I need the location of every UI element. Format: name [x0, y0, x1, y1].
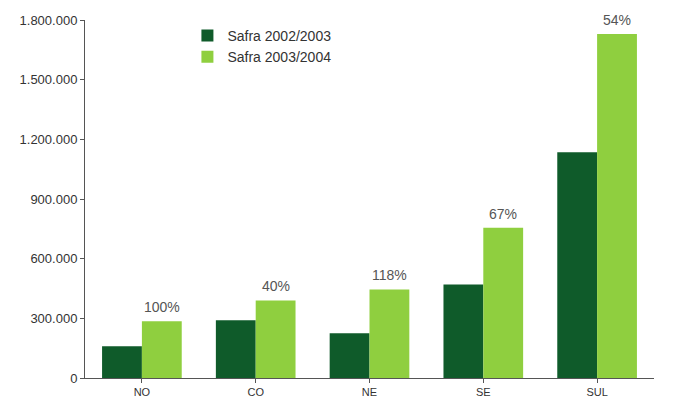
- svg-text:NO: NO: [134, 386, 151, 398]
- svg-text:600.000: 600.000: [30, 251, 77, 266]
- svg-text:1.500.000: 1.500.000: [20, 72, 78, 87]
- svg-text:Safra 2003/2004: Safra 2003/2004: [227, 49, 331, 65]
- svg-text:SUL: SUL: [586, 386, 607, 398]
- svg-text:100%: 100%: [144, 299, 180, 315]
- svg-text:118%: 118%: [372, 267, 407, 283]
- svg-text:1.800.000: 1.800.000: [20, 13, 78, 28]
- svg-text:54%: 54%: [603, 12, 631, 28]
- svg-text:Safra 2002/2003: Safra 2002/2003: [227, 28, 331, 44]
- svg-text:900.000: 900.000: [30, 192, 77, 207]
- svg-text:CO: CO: [247, 386, 264, 398]
- svg-text:40%: 40%: [262, 278, 290, 294]
- svg-text:SE: SE: [476, 386, 491, 398]
- svg-text:1.200.000: 1.200.000: [20, 132, 78, 147]
- svg-text:67%: 67%: [489, 206, 517, 222]
- svg-text:300.000: 300.000: [30, 311, 77, 326]
- svg-text:0: 0: [70, 371, 77, 386]
- svg-text:NE: NE: [362, 386, 377, 398]
